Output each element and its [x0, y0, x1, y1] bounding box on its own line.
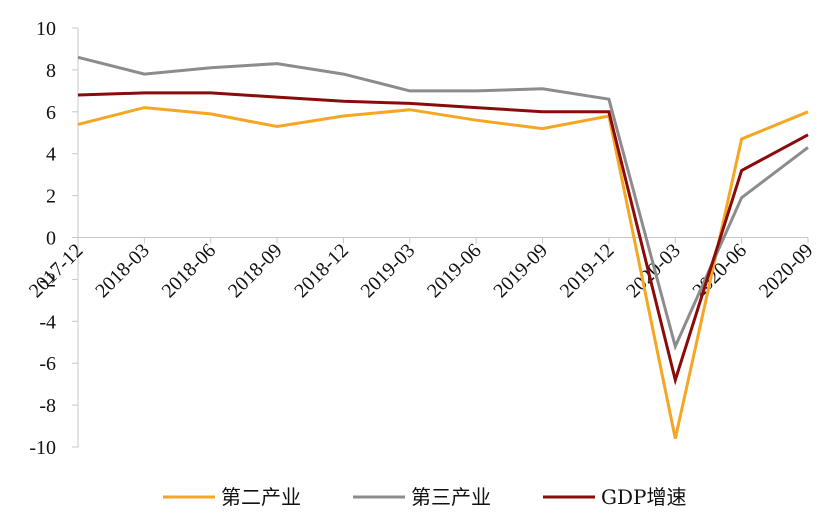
- y-tick-label: -4: [39, 311, 56, 333]
- x-tick-label: 2018-03: [91, 239, 154, 302]
- x-tick-label: 2018-12: [290, 239, 353, 302]
- y-tick-label: 2: [46, 186, 56, 208]
- y-tick-label: -2: [39, 269, 56, 291]
- x-tick-label: 2019-12: [556, 239, 619, 302]
- series-line-2: [77, 91, 809, 386]
- y-tick-label: 0: [46, 228, 56, 250]
- legend-label-2: GDP增速: [601, 485, 686, 509]
- x-tick-label: 2020-09: [755, 239, 818, 302]
- x-tick-label: 2018-06: [158, 239, 221, 302]
- x-tick-label: 2019-09: [489, 239, 552, 302]
- x-tick-label: 2018-09: [224, 239, 287, 302]
- series-line-0: [77, 106, 809, 439]
- y-tick-label: 6: [46, 102, 56, 124]
- legend-label-0: 第二产业: [221, 485, 301, 509]
- legend-label-1: 第三产业: [411, 485, 491, 509]
- y-tick-label: 4: [46, 144, 56, 166]
- y-axis-ticks: 10 8 6 4 2 0 -2 -4 -6 -8 -10: [29, 18, 78, 459]
- series-line-1: [77, 55, 809, 351]
- y-tick-label: 8: [46, 60, 56, 82]
- x-tick-label: 2019-03: [357, 239, 420, 302]
- y-tick-label: 10: [36, 18, 56, 40]
- y-tick-label: -6: [39, 353, 56, 375]
- y-tick-label: -8: [39, 395, 56, 417]
- y-tick-label: -10: [29, 437, 56, 459]
- legend: 第二产业 第三产业 GDP增速: [163, 485, 686, 509]
- series-lines: [77, 55, 809, 439]
- x-tick-label: 2019-06: [423, 239, 486, 302]
